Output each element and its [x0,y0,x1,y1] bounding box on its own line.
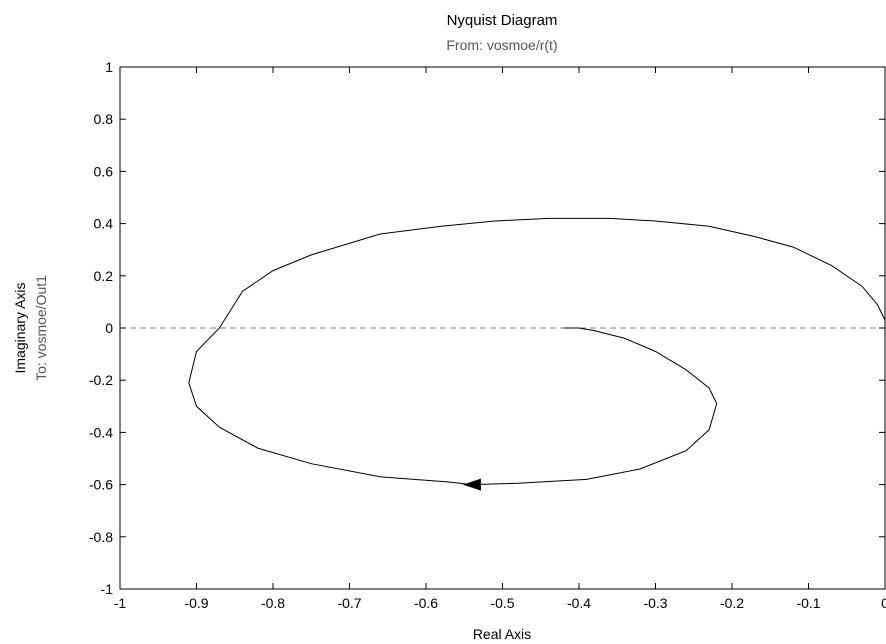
x-axis-label: Real Axis [473,626,531,642]
y-tick-label: 0 [105,320,113,336]
nyquist-curve [188,217,886,486]
y-tick-label: -0.2 [89,372,113,388]
chart-subtitle: From: vosmoe/r(t) [446,37,557,53]
x-tick-label: -0.6 [414,595,438,611]
y-axis-sublabel: To: vosmoe/Out1 [33,275,49,381]
x-tick-label: -0.5 [490,595,514,611]
y-tick-label: -0.6 [89,477,113,493]
x-tick-label: -0.8 [261,595,285,611]
x-tick-label: -0.1 [796,595,820,611]
x-tick-label: -0.2 [720,595,744,611]
y-tick-label: 0.4 [94,216,114,232]
direction-arrow [462,478,481,491]
x-tick-label: 0 [881,595,886,611]
x-tick-label: -1 [114,595,127,611]
x-tick-label: -0.3 [643,595,667,611]
y-tick-label: -0.8 [89,529,113,545]
y-tick-label: 0.2 [94,268,114,284]
axis-tick-labels: -1 -0.9 -0.8 -0.7 -0.6 -0.5 -0.4 -0.3 -0.2 -0.1 0 1… [89,59,886,611]
x-tick-label: -0.7 [337,595,361,611]
x-tick-label: -0.4 [567,595,591,611]
y-tick-label: -1 [101,581,114,597]
chart-title: Nyquist Diagram [447,12,558,29]
y-tick-label: 1 [105,59,113,75]
y-tick-label: 0.8 [94,111,114,127]
x-tick-label: -0.9 [184,595,208,611]
y-tick-label: -0.4 [89,424,113,440]
axis-ticks [119,66,886,590]
y-axis-label: Imaginary Axis [12,282,28,373]
y-tick-label: 0.6 [94,163,114,179]
